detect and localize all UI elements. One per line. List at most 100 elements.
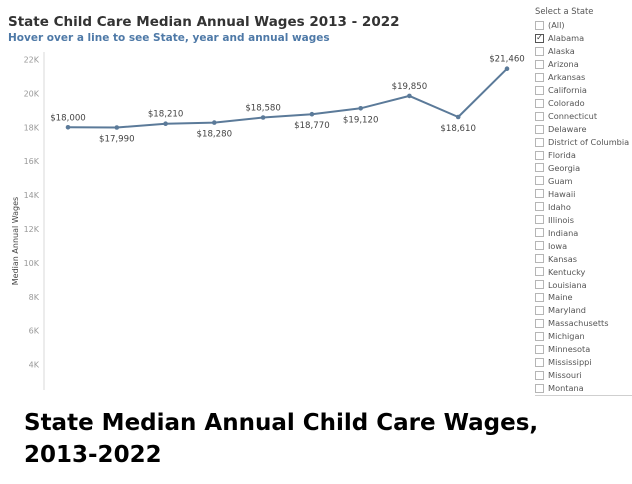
state-option-label: Georgia xyxy=(548,162,581,173)
state-option[interactable]: Colorado xyxy=(535,97,630,110)
checkbox-icon[interactable] xyxy=(535,331,544,341)
state-option[interactable]: (All) xyxy=(535,19,630,32)
checkbox-icon[interactable] xyxy=(535,46,544,56)
checkbox-icon[interactable] xyxy=(535,72,544,82)
state-option-label: Guam xyxy=(548,175,573,186)
series-line[interactable] xyxy=(67,67,508,129)
state-option-label: Maryland xyxy=(548,305,586,316)
checkbox-icon[interactable] xyxy=(535,111,544,121)
checkbox-icon[interactable] xyxy=(535,254,544,264)
data-point[interactable] xyxy=(407,93,412,99)
checkbox-icon[interactable] xyxy=(535,344,544,354)
data-point[interactable] xyxy=(65,125,71,130)
state-option-label: Arizona xyxy=(548,59,579,70)
state-option-label: Iowa xyxy=(548,240,568,251)
data-label: $19,120 xyxy=(343,115,379,125)
data-point[interactable] xyxy=(358,106,364,111)
checkbox-icon[interactable] xyxy=(535,370,544,380)
state-option[interactable]: District of Columbia xyxy=(535,136,630,149)
state-option[interactable]: Alaska xyxy=(535,45,630,58)
state-option-label: Massachusetts xyxy=(548,318,609,329)
checkbox-icon[interactable] xyxy=(535,20,544,30)
checkbox-icon[interactable] xyxy=(535,280,544,290)
checkbox-icon[interactable] xyxy=(535,98,544,108)
checkbox-icon[interactable] xyxy=(535,215,544,225)
state-option-label: (All) xyxy=(548,20,565,31)
state-option[interactable]: Arkansas xyxy=(535,71,630,84)
state-option[interactable]: Louisiana xyxy=(535,278,630,291)
line-chart[interactable]: Median Annual Wages 22K 20K 18K 16K 14K 12K 10… xyxy=(0,0,535,400)
y-tick-label: 12K xyxy=(24,225,40,234)
data-label: $18,210 xyxy=(148,110,184,120)
state-option[interactable]: Georgia xyxy=(535,161,630,174)
checkbox-checked-icon[interactable]: ✓ xyxy=(535,33,544,43)
state-option-label: California xyxy=(548,85,587,96)
checkbox-icon[interactable] xyxy=(535,228,544,238)
state-option[interactable]: Idaho xyxy=(535,200,630,213)
state-option[interactable]: Missouri xyxy=(535,369,630,382)
y-tick-label: 8K xyxy=(29,293,40,302)
y-tick-label: 20K xyxy=(24,89,40,98)
checkbox-icon[interactable] xyxy=(535,59,544,69)
state-option[interactable]: Hawaii xyxy=(535,187,630,200)
panel-divider xyxy=(535,395,632,396)
state-option[interactable]: Iowa xyxy=(535,239,630,252)
series-layer xyxy=(65,66,510,130)
data-label: $18,770 xyxy=(294,121,330,131)
y-tick-label: 14K xyxy=(24,191,40,200)
state-option-label: Mississippi xyxy=(548,357,592,368)
checkbox-icon[interactable] xyxy=(535,383,544,393)
checkbox-icon[interactable] xyxy=(535,241,544,251)
y-tick-label: 18K xyxy=(24,123,40,132)
checkbox-icon[interactable] xyxy=(535,163,544,173)
data-point[interactable] xyxy=(212,120,217,125)
state-option-label: Hawaii xyxy=(548,188,576,199)
state-filter-list[interactable]: (All) ✓ Alabama Alaska Arizona Arkansas Califo… xyxy=(535,19,630,395)
state-option[interactable]: Michigan xyxy=(535,330,630,343)
checkbox-icon[interactable] xyxy=(535,124,544,134)
state-option[interactable]: Montana xyxy=(535,382,630,395)
checkbox-icon[interactable] xyxy=(535,267,544,277)
state-option[interactable]: Massachusetts xyxy=(535,317,630,330)
checkbox-icon[interactable] xyxy=(535,189,544,199)
checkbox-icon[interactable] xyxy=(535,305,544,315)
data-point[interactable] xyxy=(163,121,168,126)
state-filter: Select a State (All) ✓ Alabama Alaska Arizon… xyxy=(535,6,630,395)
state-option[interactable]: Florida xyxy=(535,149,630,162)
checkbox-icon[interactable] xyxy=(535,176,544,186)
state-option[interactable]: Mississippi xyxy=(535,356,630,369)
checkbox-icon[interactable] xyxy=(535,150,544,160)
checkbox-icon[interactable] xyxy=(535,137,544,147)
state-option[interactable]: Illinois xyxy=(535,213,630,226)
state-option[interactable]: ✓ Alabama xyxy=(535,32,630,45)
state-option[interactable]: California xyxy=(535,84,630,97)
checkbox-icon[interactable] xyxy=(535,318,544,328)
state-option[interactable]: Guam xyxy=(535,174,630,187)
state-option[interactable]: Maine xyxy=(535,291,630,304)
caption-line-2: 2013-2022 xyxy=(24,442,162,468)
state-option[interactable]: Arizona xyxy=(535,58,630,71)
checkbox-icon[interactable] xyxy=(535,357,544,367)
state-option[interactable]: Kentucky xyxy=(535,265,630,278)
image-caption: State Median Annual Child Care Wages, 201… xyxy=(24,407,538,471)
state-option[interactable]: Indiana xyxy=(535,226,630,239)
data-point[interactable] xyxy=(309,111,315,117)
state-option[interactable]: Connecticut xyxy=(535,110,630,123)
state-option-label: Delaware xyxy=(548,124,587,135)
data-label: $18,580 xyxy=(245,104,281,114)
data-point[interactable] xyxy=(455,114,461,120)
state-option[interactable]: Maryland xyxy=(535,304,630,317)
state-option[interactable]: Minnesota xyxy=(535,343,630,356)
state-option-label: Montana xyxy=(548,383,584,394)
data-label: $21,460 xyxy=(489,55,525,65)
checkbox-icon[interactable] xyxy=(535,85,544,95)
checkbox-icon[interactable] xyxy=(535,202,544,212)
state-option[interactable]: Delaware xyxy=(535,123,630,136)
data-point[interactable] xyxy=(504,66,510,71)
state-option-label: Alaska xyxy=(548,46,575,57)
data-point[interactable] xyxy=(260,115,266,120)
checkbox-icon[interactable] xyxy=(535,292,544,302)
y-tick-label: 22K xyxy=(24,56,40,65)
state-option[interactable]: Kansas xyxy=(535,252,630,265)
data-point[interactable] xyxy=(114,125,120,130)
